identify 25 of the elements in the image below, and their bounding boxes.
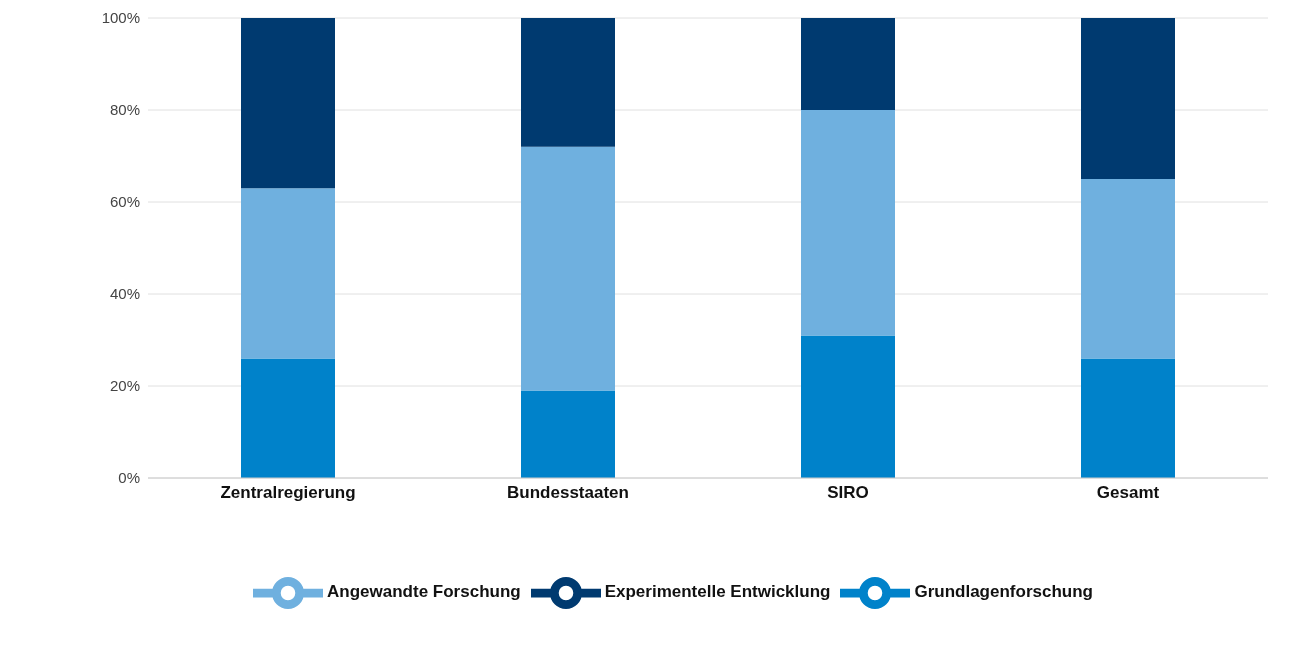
y-tick-label: 40% bbox=[109, 285, 140, 303]
bar bbox=[241, 18, 335, 189]
y-tick-label: 20% bbox=[109, 377, 140, 395]
y-tick-label: 60% bbox=[109, 193, 140, 211]
bar bbox=[801, 18, 895, 110]
bar bbox=[241, 188, 335, 359]
bar bbox=[241, 358, 335, 478]
bar bbox=[801, 335, 895, 478]
x-tick-label: Bundesstaaten bbox=[507, 483, 629, 503]
bar bbox=[1081, 18, 1175, 179]
x-tick-label: SIRO bbox=[827, 483, 869, 503]
x-tick-label: Gesamt bbox=[1096, 483, 1160, 503]
bar bbox=[1081, 358, 1175, 478]
bar bbox=[521, 390, 615, 478]
bar bbox=[521, 18, 615, 147]
bar bbox=[801, 110, 895, 336]
bar bbox=[1081, 179, 1175, 359]
x-tick-label: Zentralregierung bbox=[220, 483, 356, 503]
legend-label: Experimentelle Entwicklung bbox=[604, 582, 831, 602]
legend-label: Grundlagenforschung bbox=[914, 582, 1093, 602]
y-tick-label: 100% bbox=[101, 9, 140, 27]
y-tick-label: 80% bbox=[109, 101, 140, 119]
y-tick-label: 0% bbox=[118, 469, 140, 487]
legend-label: Angewandte Forschung bbox=[327, 582, 521, 602]
bar bbox=[521, 146, 615, 391]
